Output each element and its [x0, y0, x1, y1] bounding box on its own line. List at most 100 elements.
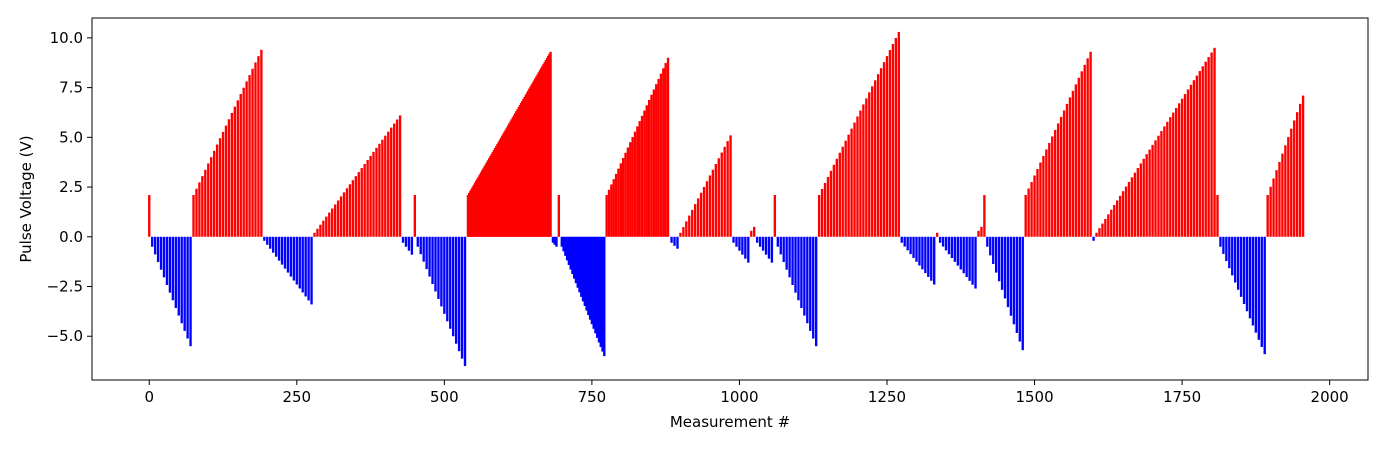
bar: [773, 195, 777, 237]
bar: [992, 236, 995, 264]
bar: [1189, 84, 1193, 237]
bar: [260, 49, 263, 237]
bar: [401, 236, 405, 243]
bar: [1166, 121, 1169, 237]
bar: [585, 236, 588, 311]
x-tick-label: 1000: [720, 388, 758, 406]
bar: [723, 146, 726, 237]
bar: [1213, 47, 1216, 237]
bar: [841, 146, 844, 237]
bar: [1042, 155, 1045, 237]
bar: [1030, 182, 1033, 237]
bar: [1154, 140, 1157, 237]
bar: [204, 169, 207, 237]
bar: [148, 195, 151, 237]
bar: [583, 236, 586, 306]
bar: [529, 86, 532, 237]
x-tick-label: 750: [578, 388, 607, 406]
bar: [210, 157, 213, 237]
bar: [348, 184, 352, 237]
bar: [416, 236, 419, 247]
y-axis-label: Pulse Voltage (V): [17, 135, 35, 262]
bar: [419, 236, 422, 255]
bar: [826, 176, 830, 237]
bar: [983, 195, 986, 237]
bar: [1298, 103, 1302, 237]
bar: [1228, 236, 1231, 269]
bar: [711, 169, 715, 237]
bar: [180, 236, 183, 324]
bar: [1160, 131, 1163, 237]
bar: [1192, 80, 1196, 237]
bar: [614, 173, 618, 237]
bar: [457, 236, 461, 352]
bar: [567, 236, 571, 265]
bar: [1210, 52, 1213, 237]
bar: [1071, 90, 1075, 237]
bar: [1051, 136, 1054, 237]
bar: [198, 182, 201, 237]
bar: [1089, 51, 1092, 237]
bar: [1074, 84, 1078, 237]
bar: [269, 236, 272, 249]
bar: [207, 163, 210, 237]
bar: [1039, 162, 1042, 237]
bar: [1056, 123, 1060, 237]
bar: [257, 56, 260, 237]
bar: [652, 89, 656, 237]
bar: [597, 236, 601, 343]
bar: [565, 236, 569, 261]
bar: [1027, 188, 1030, 237]
bar: [853, 122, 856, 237]
bar: [1254, 236, 1258, 333]
bar: [1003, 236, 1007, 299]
bar: [636, 126, 639, 237]
bar: [1118, 195, 1122, 237]
bar: [1151, 144, 1154, 237]
bar: [390, 127, 393, 237]
bar: [407, 236, 411, 251]
bar: [177, 236, 180, 316]
bar: [817, 195, 821, 237]
bar: [1018, 236, 1021, 342]
bar: [835, 158, 839, 237]
bar: [1124, 186, 1128, 237]
bar: [564, 236, 567, 256]
x-axis-ticks: 0 250 500 750 1000 1250 1500 1750 2000: [144, 380, 1349, 406]
x-tick-label: 250: [282, 388, 311, 406]
bar: [1175, 107, 1178, 237]
bar: [422, 236, 425, 262]
bar: [230, 112, 234, 237]
bar: [696, 198, 700, 237]
bar: [1092, 236, 1095, 241]
bar: [927, 236, 930, 277]
bar: [666, 57, 670, 237]
bar: [449, 236, 452, 329]
bar: [1139, 163, 1142, 237]
y-tick-label: −5.0: [47, 327, 83, 345]
bar: [236, 100, 239, 237]
bar: [254, 62, 257, 237]
bar: [947, 236, 951, 255]
bar: [221, 131, 225, 237]
bar: [879, 68, 883, 237]
bar: [1257, 236, 1260, 340]
bar: [1186, 89, 1190, 237]
bar: [950, 236, 954, 259]
bar: [844, 140, 847, 237]
bar: [410, 236, 414, 255]
bar: [298, 236, 301, 289]
bar: [413, 195, 417, 237]
bar: [580, 236, 583, 297]
bar: [603, 236, 606, 357]
bar: [823, 182, 827, 237]
bar: [859, 110, 862, 237]
bar: [201, 176, 204, 237]
bar: [596, 236, 599, 338]
bar: [705, 181, 709, 237]
bar: [573, 236, 576, 279]
bar: [882, 62, 886, 237]
bar: [941, 236, 945, 247]
bar: [750, 230, 753, 237]
bar: [903, 236, 906, 247]
